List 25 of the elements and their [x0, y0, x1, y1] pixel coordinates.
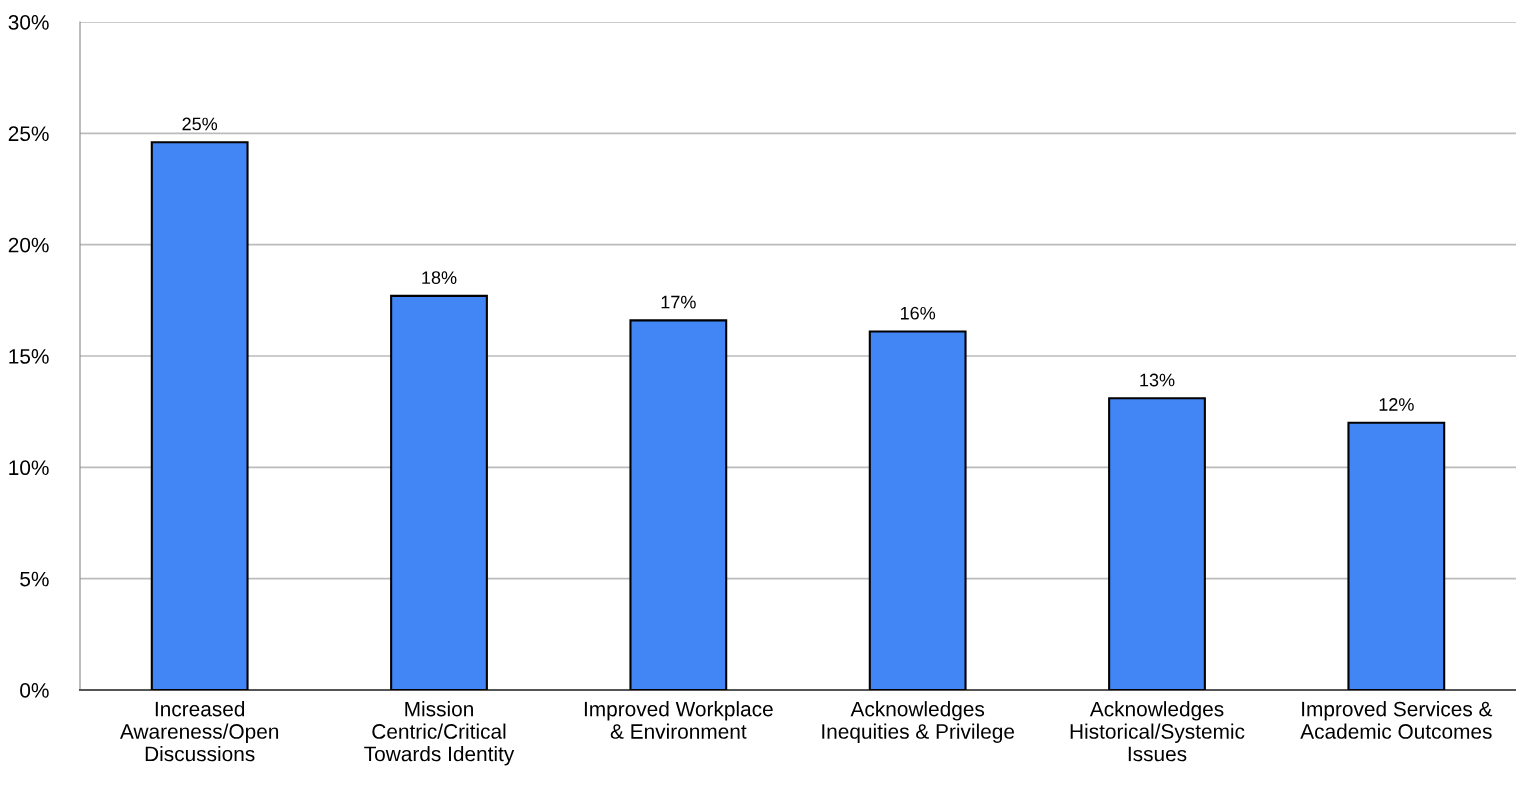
- data-label: 13%: [1140, 373, 1175, 387]
- data-label: 17%: [661, 295, 696, 309]
- y-tick-label: 15%: [9, 349, 49, 364]
- bar: [1108, 397, 1206, 690]
- data-label: 12%: [1379, 398, 1414, 411]
- bar: [629, 319, 728, 690]
- bar: [1347, 421, 1446, 690]
- bar: [868, 330, 967, 690]
- data-label: 18%: [422, 271, 457, 284]
- y-tick-label: 30%: [8, 15, 49, 30]
- x-tick-label: Improved Workplace & Environment: [584, 701, 773, 739]
- x-tick-label: Mission Centric/Critical Towards Identity: [364, 701, 515, 766]
- y-tick-label: 10%: [9, 460, 49, 476]
- y-tick-label: 0%: [20, 683, 49, 698]
- y-tick-label: 20%: [8, 237, 49, 253]
- y-tick-label: 5%: [20, 571, 49, 587]
- y-tick-label: 25%: [8, 126, 49, 142]
- bar: [150, 141, 249, 690]
- data-label: 25%: [182, 117, 218, 131]
- x-tick-label: Increased Awareness/Open Discussions: [119, 701, 279, 762]
- x-tick-label: Acknowledges Historical/Systemic Issues: [1070, 701, 1245, 762]
- data-label: 16%: [900, 306, 936, 320]
- x-tick-label: Improved Services & Academic Outcomes: [1300, 701, 1493, 739]
- bar: [390, 294, 488, 690]
- x-tick-label: Acknowledges Inequities & Privilege: [822, 701, 1015, 743]
